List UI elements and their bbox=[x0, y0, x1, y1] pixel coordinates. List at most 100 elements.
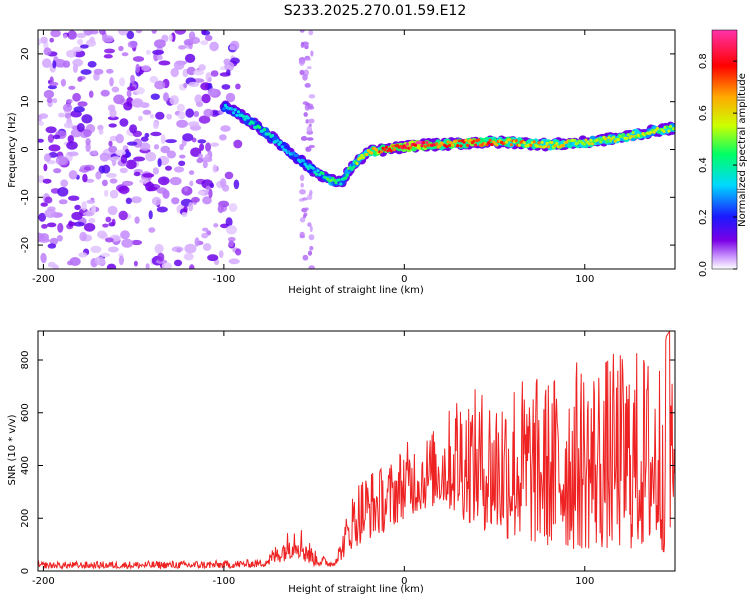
snr-frame bbox=[37, 330, 676, 572]
noise-blob bbox=[160, 134, 166, 145]
noise-blob bbox=[188, 170, 195, 175]
noise-blob bbox=[310, 50, 314, 57]
ridge-mark bbox=[532, 140, 536, 144]
noise-blob bbox=[135, 63, 140, 73]
ridge-mark bbox=[631, 131, 635, 135]
noise-blob bbox=[228, 258, 240, 265]
noise-blob bbox=[179, 154, 186, 159]
noise-blob bbox=[109, 108, 117, 118]
noise-blob bbox=[42, 58, 52, 68]
ridge-mark bbox=[344, 176, 348, 180]
ridge-mark bbox=[306, 166, 310, 171]
noise-blob bbox=[81, 201, 87, 211]
noise-blob bbox=[66, 141, 78, 150]
noise-blob bbox=[94, 256, 105, 266]
noise-blob bbox=[40, 202, 48, 207]
noise-blob bbox=[178, 111, 186, 120]
ridge-mark bbox=[337, 178, 341, 182]
ridge-mark bbox=[258, 125, 262, 129]
noise-blob bbox=[193, 110, 200, 118]
noise-blob bbox=[108, 145, 118, 153]
noise-blob bbox=[201, 232, 209, 239]
noise-blob bbox=[123, 101, 133, 111]
x-tick-label: -200 bbox=[32, 576, 55, 587]
ridge-mark bbox=[625, 136, 629, 140]
noise-blob bbox=[85, 138, 91, 146]
noise-blob bbox=[95, 171, 102, 180]
ridge-mark bbox=[537, 141, 541, 145]
ridge-mark bbox=[469, 138, 473, 142]
noise-blob bbox=[135, 30, 143, 34]
y-tick-label: 0 bbox=[20, 146, 31, 152]
noise-blob bbox=[121, 180, 134, 187]
noise-blob bbox=[308, 265, 315, 269]
noise-blob bbox=[183, 206, 188, 213]
noise-blob bbox=[79, 231, 87, 242]
noise-blob bbox=[304, 83, 311, 88]
colorbar-tick-label: 0.0 bbox=[698, 261, 709, 277]
ridge-mark bbox=[301, 159, 305, 163]
noise-blob bbox=[221, 84, 231, 90]
noise-blob bbox=[219, 134, 227, 141]
noise-blob bbox=[113, 94, 125, 105]
noise-blob bbox=[38, 212, 46, 222]
ridge-mark bbox=[459, 144, 463, 148]
ridge-mark bbox=[616, 138, 621, 142]
noise-blob bbox=[88, 90, 94, 98]
noise-blob bbox=[148, 227, 156, 233]
ridge-mark bbox=[599, 140, 603, 144]
ridge-mark bbox=[279, 140, 283, 144]
ridge-mark bbox=[451, 143, 455, 147]
noise-blob bbox=[233, 139, 243, 149]
noise-blob bbox=[63, 122, 74, 129]
ridge-mark bbox=[605, 140, 609, 144]
noise-blob bbox=[144, 132, 150, 138]
noise-blob bbox=[156, 54, 163, 61]
noise-blob bbox=[149, 113, 155, 119]
noise-blob bbox=[170, 67, 179, 78]
noise-blob bbox=[43, 47, 52, 56]
noise-blob bbox=[43, 163, 48, 172]
noise-blob bbox=[47, 261, 56, 268]
spectrogram-ylabel: Frequency (Hz) bbox=[7, 112, 18, 188]
noise-blob bbox=[202, 243, 212, 251]
noise-blob bbox=[77, 76, 83, 82]
ridge-mark bbox=[233, 108, 237, 112]
colorbar: 0.0 0.2 0.4 0.6 0.8 Normalized spectral ampl… bbox=[698, 29, 748, 277]
snr-axes: -200 -100 0 100 0 200 400 600 800 bbox=[20, 331, 675, 587]
ridge-mark bbox=[230, 107, 234, 111]
noise-blob bbox=[67, 260, 73, 266]
noise-blob bbox=[138, 115, 143, 122]
noise-blob bbox=[155, 111, 165, 120]
noise-blob bbox=[40, 36, 48, 44]
ridge-mark bbox=[488, 138, 492, 142]
ridge-mark bbox=[321, 171, 325, 175]
colorbar-ticks: 0.0 0.2 0.4 0.6 0.8 bbox=[698, 53, 737, 277]
noise-blob bbox=[49, 237, 59, 246]
noise-blob bbox=[299, 189, 306, 195]
noise-blob bbox=[142, 173, 155, 178]
noise-blob bbox=[125, 197, 132, 204]
noise-blob bbox=[299, 69, 305, 76]
noise-blob bbox=[202, 196, 212, 205]
noise-blob bbox=[47, 134, 55, 143]
spectrogram-xlabel: Height of straight line (km) bbox=[288, 285, 424, 296]
noise-blob bbox=[115, 149, 126, 156]
noise-blob bbox=[220, 125, 231, 132]
noise-blob bbox=[183, 82, 188, 89]
ridge-mark bbox=[555, 141, 559, 146]
noise-blob bbox=[120, 230, 130, 240]
noise-blob bbox=[158, 176, 170, 186]
noise-blob bbox=[82, 173, 88, 183]
ridge-mark bbox=[529, 143, 533, 147]
noise-blob bbox=[306, 126, 313, 133]
noise-blob bbox=[62, 60, 71, 68]
ridge-mark bbox=[292, 151, 296, 155]
ridge-mark bbox=[275, 139, 280, 143]
ridge-mark bbox=[420, 144, 424, 148]
noise-blob bbox=[109, 77, 114, 87]
noise-blob bbox=[49, 37, 54, 43]
ridge-mark bbox=[626, 133, 630, 137]
noise-blob bbox=[105, 173, 117, 178]
ridge-mark bbox=[350, 167, 354, 171]
